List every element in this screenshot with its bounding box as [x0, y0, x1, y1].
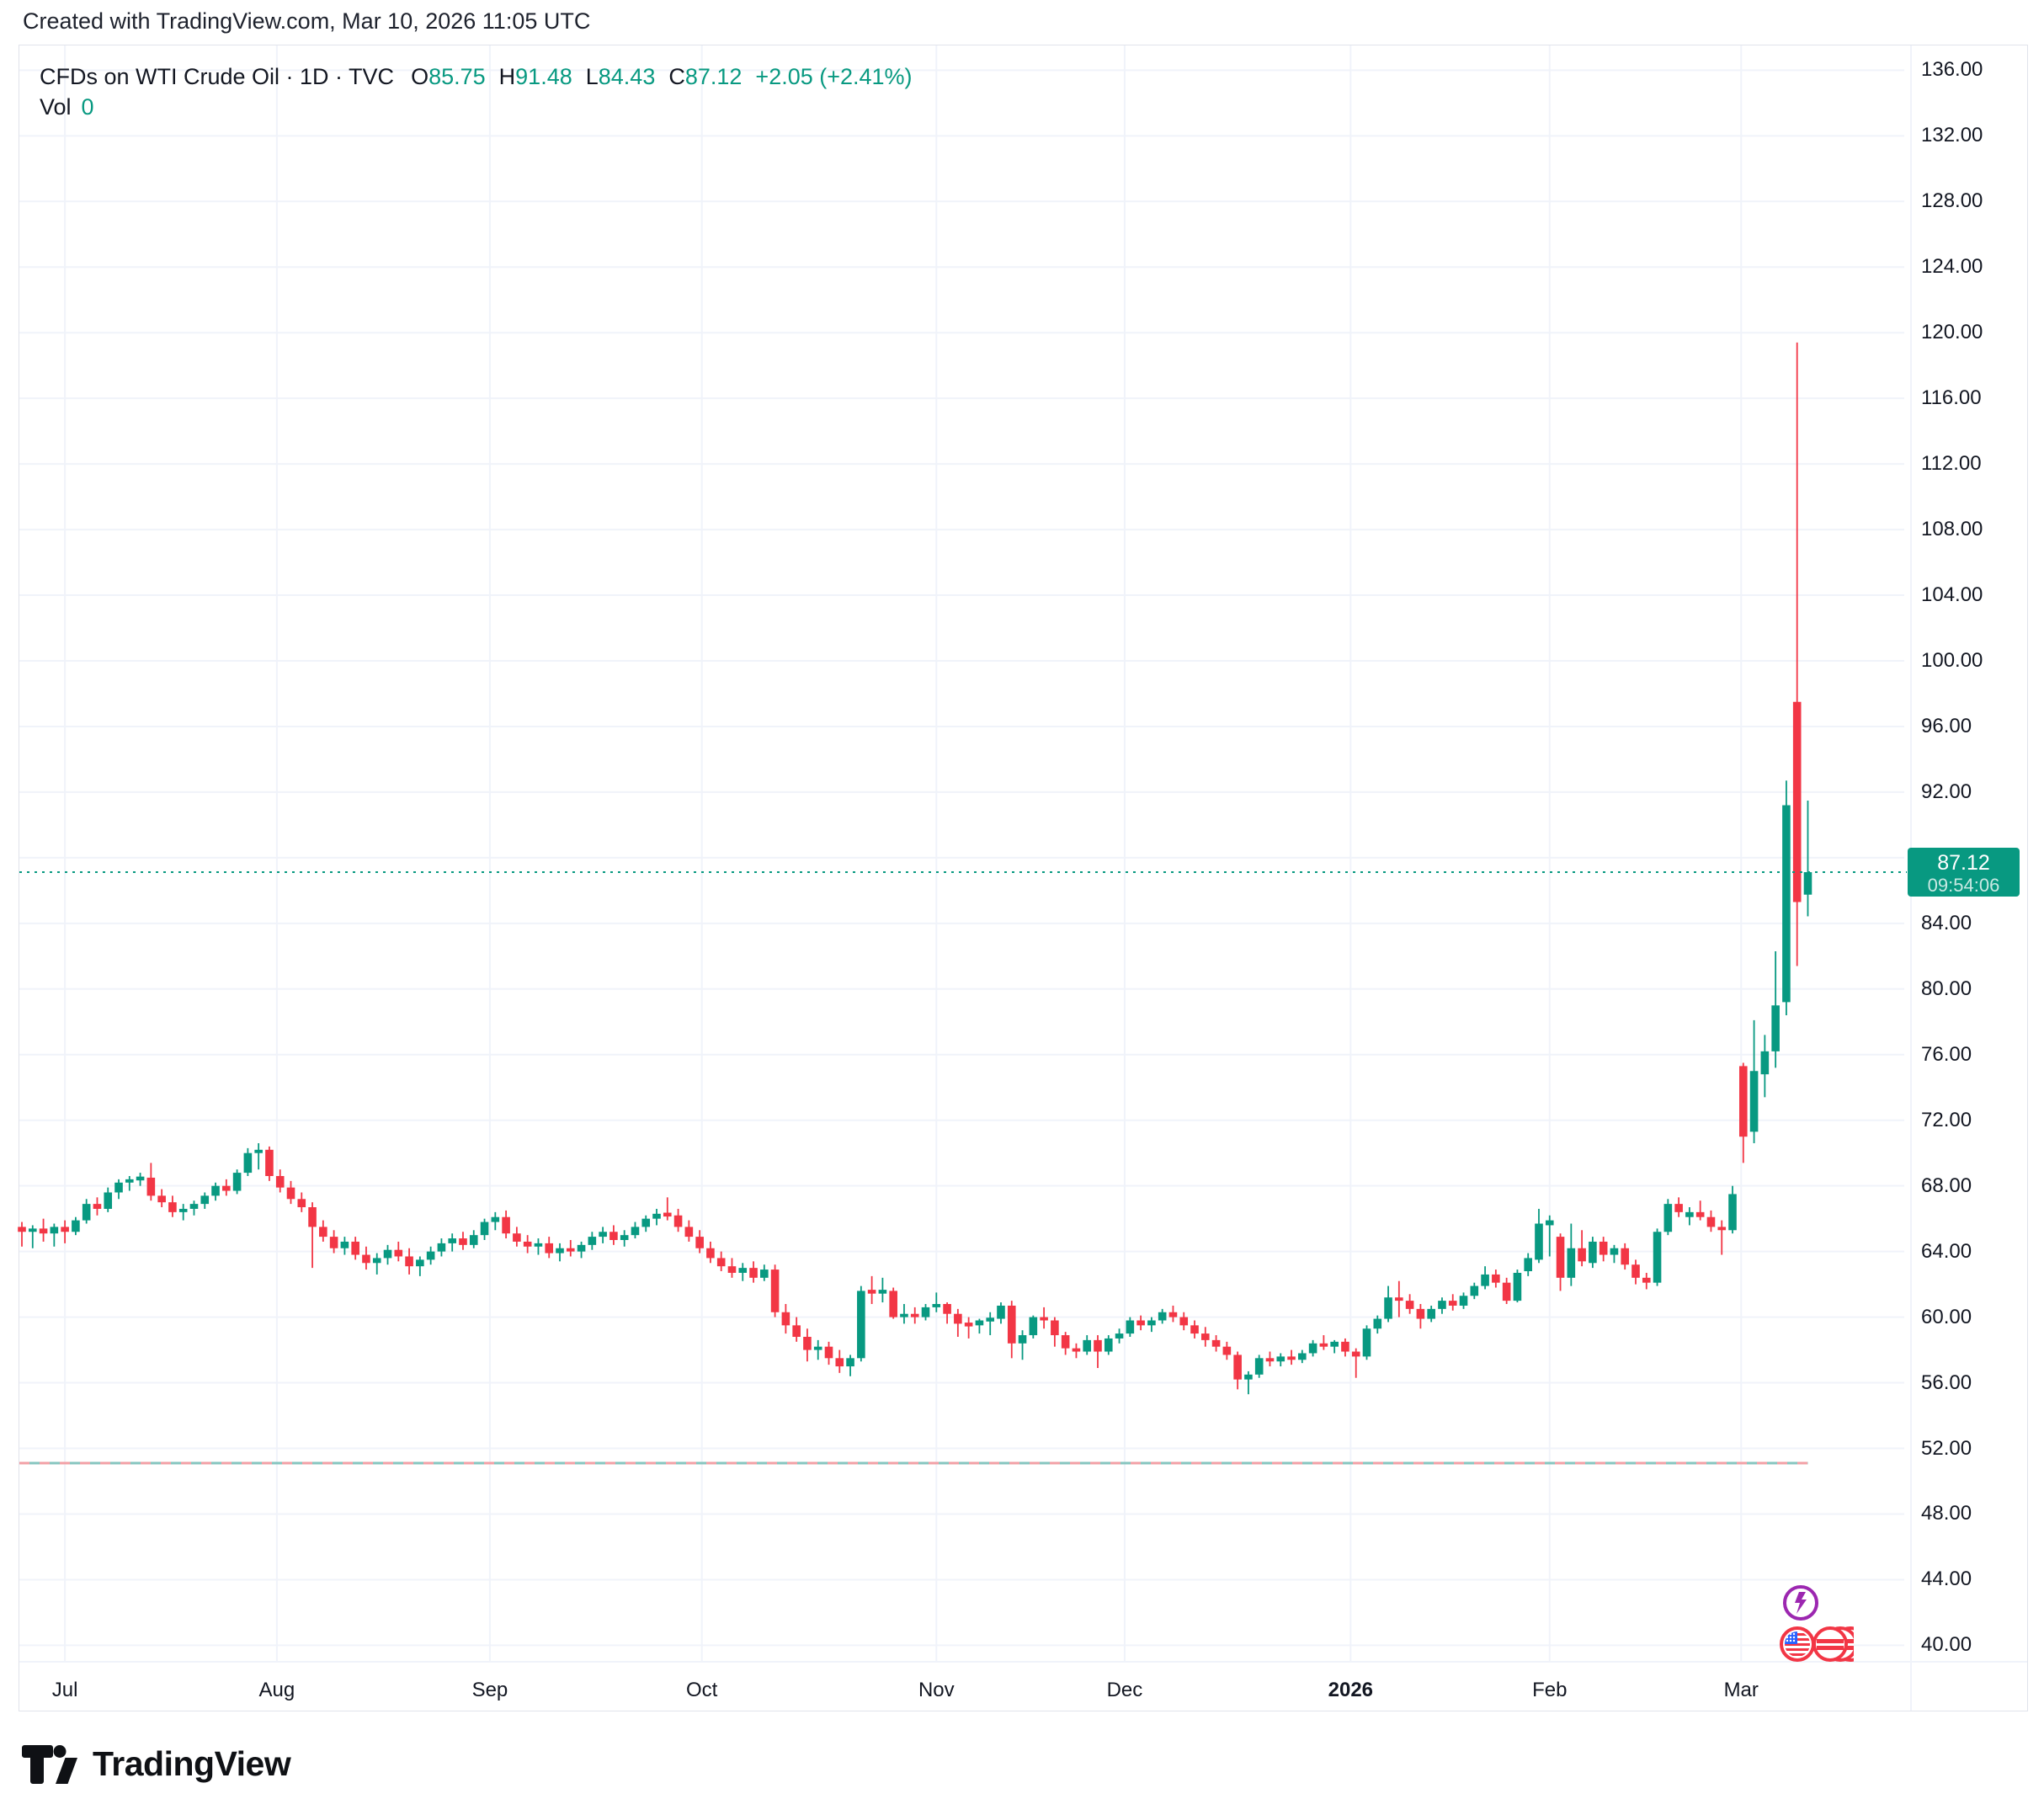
time-axis-label: Jul	[51, 1679, 78, 1701]
price-axis-label: 92.00	[1921, 780, 1972, 803]
brand-name: TradingView	[93, 1744, 291, 1783]
volume-value: 0	[81, 94, 94, 120]
time-axis-label: 2026	[1328, 1679, 1374, 1701]
symbol-title: CFDs on WTI Crude Oil · 1D · TVC	[40, 64, 395, 89]
price-axis-label: 128.00	[1921, 189, 1983, 213]
us-flag-events-icon[interactable]	[1778, 1624, 1854, 1664]
price-axis-label: 116.00	[1921, 386, 1982, 410]
ohlc-low: L84.43	[585, 64, 656, 89]
time-axis-label: Mar	[1723, 1679, 1759, 1701]
price-axis-label: 72.00	[1921, 1108, 1972, 1131]
price-axis-label: 136.00	[1921, 58, 1983, 82]
price-axis-label: 64.00	[1921, 1239, 1972, 1263]
time-axis-label: Nov	[918, 1679, 955, 1701]
volume-row: Vol 0	[40, 94, 94, 120]
flag-front	[1780, 1626, 1815, 1662]
price-axis-label: 48.00	[1921, 1502, 1972, 1525]
time-axis-label: Aug	[258, 1679, 295, 1701]
price-axis-label: 52.00	[1921, 1436, 1972, 1460]
price-axis-label: 68.00	[1921, 1174, 1972, 1197]
price-axis-label: 40.00	[1921, 1633, 1972, 1657]
price-axis-label: 96.00	[1921, 714, 1972, 737]
price-axis-label: 44.00	[1921, 1568, 1972, 1591]
price-axis-label: 56.00	[1921, 1371, 1972, 1394]
price-axis-label: 104.00	[1921, 583, 1983, 607]
flag-stack-back	[1812, 1626, 1854, 1662]
ohlc-close: C87.12	[668, 64, 743, 89]
tradingview-logo-glyph	[22, 1744, 77, 1784]
ohlc-high: H91.48	[498, 64, 572, 89]
price-change: +2.05 (+2.41%)	[755, 64, 913, 89]
chart-frame	[19, 45, 2028, 1711]
price-axis-label: 100.00	[1921, 649, 1983, 672]
bar-countdown: 09:54:06	[1927, 875, 2000, 896]
symbol-header[interactable]: CFDs on WTI Crude Oil · 1D · TVC O85.75 H9…	[40, 64, 913, 90]
time-axis-label: Oct	[686, 1679, 718, 1701]
price-axis-label: 124.00	[1921, 255, 1983, 279]
price-axis-label: 112.00	[1921, 452, 1982, 476]
created-with-line: Created with TradingView.com, Mar 10, 20…	[23, 8, 591, 34]
current-price-value: 87.12	[1937, 851, 1990, 875]
price-axis-label: 80.00	[1921, 977, 1972, 1000]
volume-label: Vol	[40, 94, 72, 120]
lightning-icon[interactable]	[1781, 1583, 1820, 1622]
time-axis-label: Feb	[1532, 1679, 1568, 1701]
price-axis-label: 120.00	[1921, 321, 1983, 344]
price-axis-label: 76.00	[1921, 1042, 1972, 1066]
tradingview-logo[interactable]: TradingView	[22, 1744, 291, 1784]
time-axis-label: Sep	[471, 1679, 508, 1701]
price-axis-label: 108.00	[1921, 518, 1983, 541]
price-axis-label: 60.00	[1921, 1305, 1972, 1328]
ohlc-open: O85.75	[411, 64, 486, 89]
price-axis-label: 84.00	[1921, 911, 1972, 934]
current-price-label[interactable]: 87.12 09:54:06	[1908, 848, 2020, 897]
price-axis-label: 132.00	[1921, 124, 1983, 147]
time-axis-label: Dec	[1106, 1679, 1143, 1701]
